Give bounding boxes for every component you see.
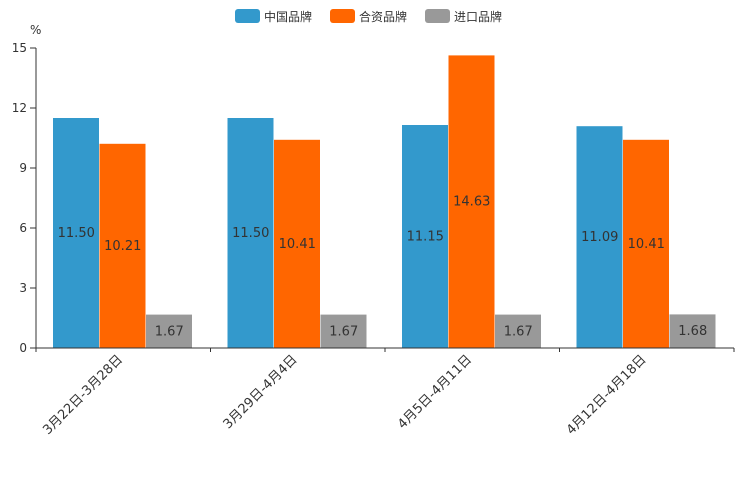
x-axis: 3月22日-3月28日 3月29日-4月4日 4月5日-4月11日 4月12日-4月1… [35,347,735,438]
y-tick-label: 6 [19,221,27,235]
bar[interactable] [53,118,99,348]
y-tick-label: 9 [19,161,27,175]
x-tick-label: 4月5日-4月11日 [395,352,475,432]
bar[interactable] [227,118,274,348]
y-tick-label: 3 [19,281,27,295]
bar-value-label: 10.41 [279,237,316,252]
legend-item[interactable]: 中国品牌 [235,9,312,24]
bar[interactable] [495,314,541,348]
legend-label: 合资品牌 [359,9,407,24]
legend-label: 中国品牌 [264,9,312,24]
legend-label: 进口品牌 [454,10,502,24]
bar-value-label: 11.50 [58,226,95,241]
x-tick-label: 3月29日-4月4日 [221,352,301,432]
legend-swatch [235,9,260,23]
bar-value-label: 1.67 [504,324,533,339]
bar-value-label: 11.09 [581,230,618,245]
y-axis-unit-label: % [30,23,41,37]
bar-value-label: 1.67 [329,324,358,339]
legend-item[interactable]: 进口品牌 [425,9,502,24]
bar-value-label: 10.21 [104,239,141,254]
bar-value-label: 14.63 [453,195,490,210]
bar-value-label: 1.67 [155,324,184,339]
bar[interactable] [623,139,669,348]
bar[interactable] [320,314,367,348]
bar[interactable] [576,126,623,348]
y-tick-label: 0 [19,341,27,355]
bar-value-label: 11.50 [232,226,269,241]
y-tick-label: 12 [12,101,27,115]
bars: 11.50 10.21 1.67 11.50 10.41 1.67 11.15 14.63 1.… [53,55,716,349]
legend-swatch [425,9,450,23]
x-tick-label: 4月12日-4月18日 [564,352,650,438]
bar-value-label: 11.15 [407,230,444,245]
legend-item[interactable]: 合资品牌 [330,9,407,24]
bar[interactable] [448,55,495,349]
bar[interactable] [669,314,716,348]
bar[interactable] [146,314,192,348]
bar-value-label: 1.68 [678,324,707,339]
bar-value-label: 10.41 [628,237,665,252]
bar[interactable] [274,139,320,348]
x-tick-label: 3月22日-3月28日 [40,352,126,438]
bar[interactable] [99,143,146,348]
legend: 中国品牌 合资品牌 进口品牌 [235,9,502,24]
y-axis: 0 3 6 9 12 15 [12,41,37,355]
y-tick-label: 15 [12,41,27,55]
bar[interactable] [402,125,448,348]
legend-swatch [330,9,355,23]
